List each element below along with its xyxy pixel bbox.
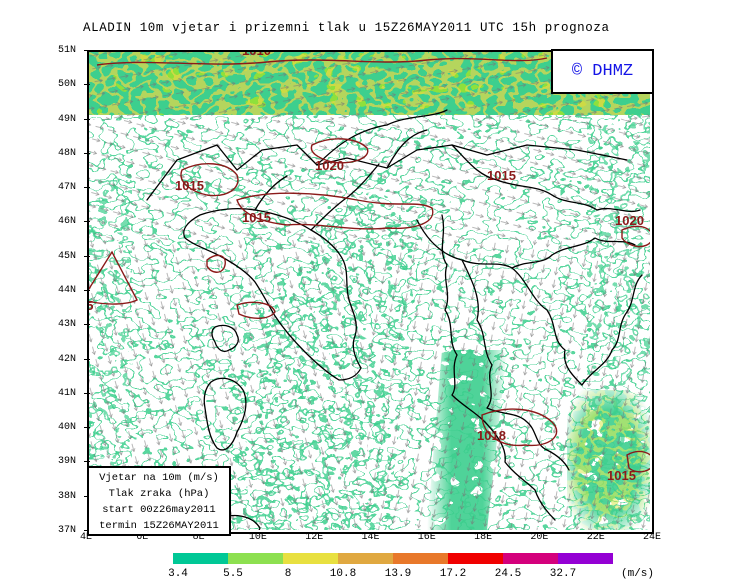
svg-text:1020: 1020: [615, 213, 644, 228]
svg-text:1020: 1020: [315, 158, 344, 173]
svg-text:1015: 1015: [175, 178, 204, 193]
svg-text:1015: 1015: [487, 168, 516, 183]
svg-text:1015: 1015: [242, 210, 271, 225]
svg-text:1018: 1018: [477, 428, 506, 443]
svg-text:1015: 1015: [607, 468, 636, 483]
svg-text:15: 15: [87, 298, 93, 313]
svg-text:1010: 1010: [242, 50, 271, 58]
